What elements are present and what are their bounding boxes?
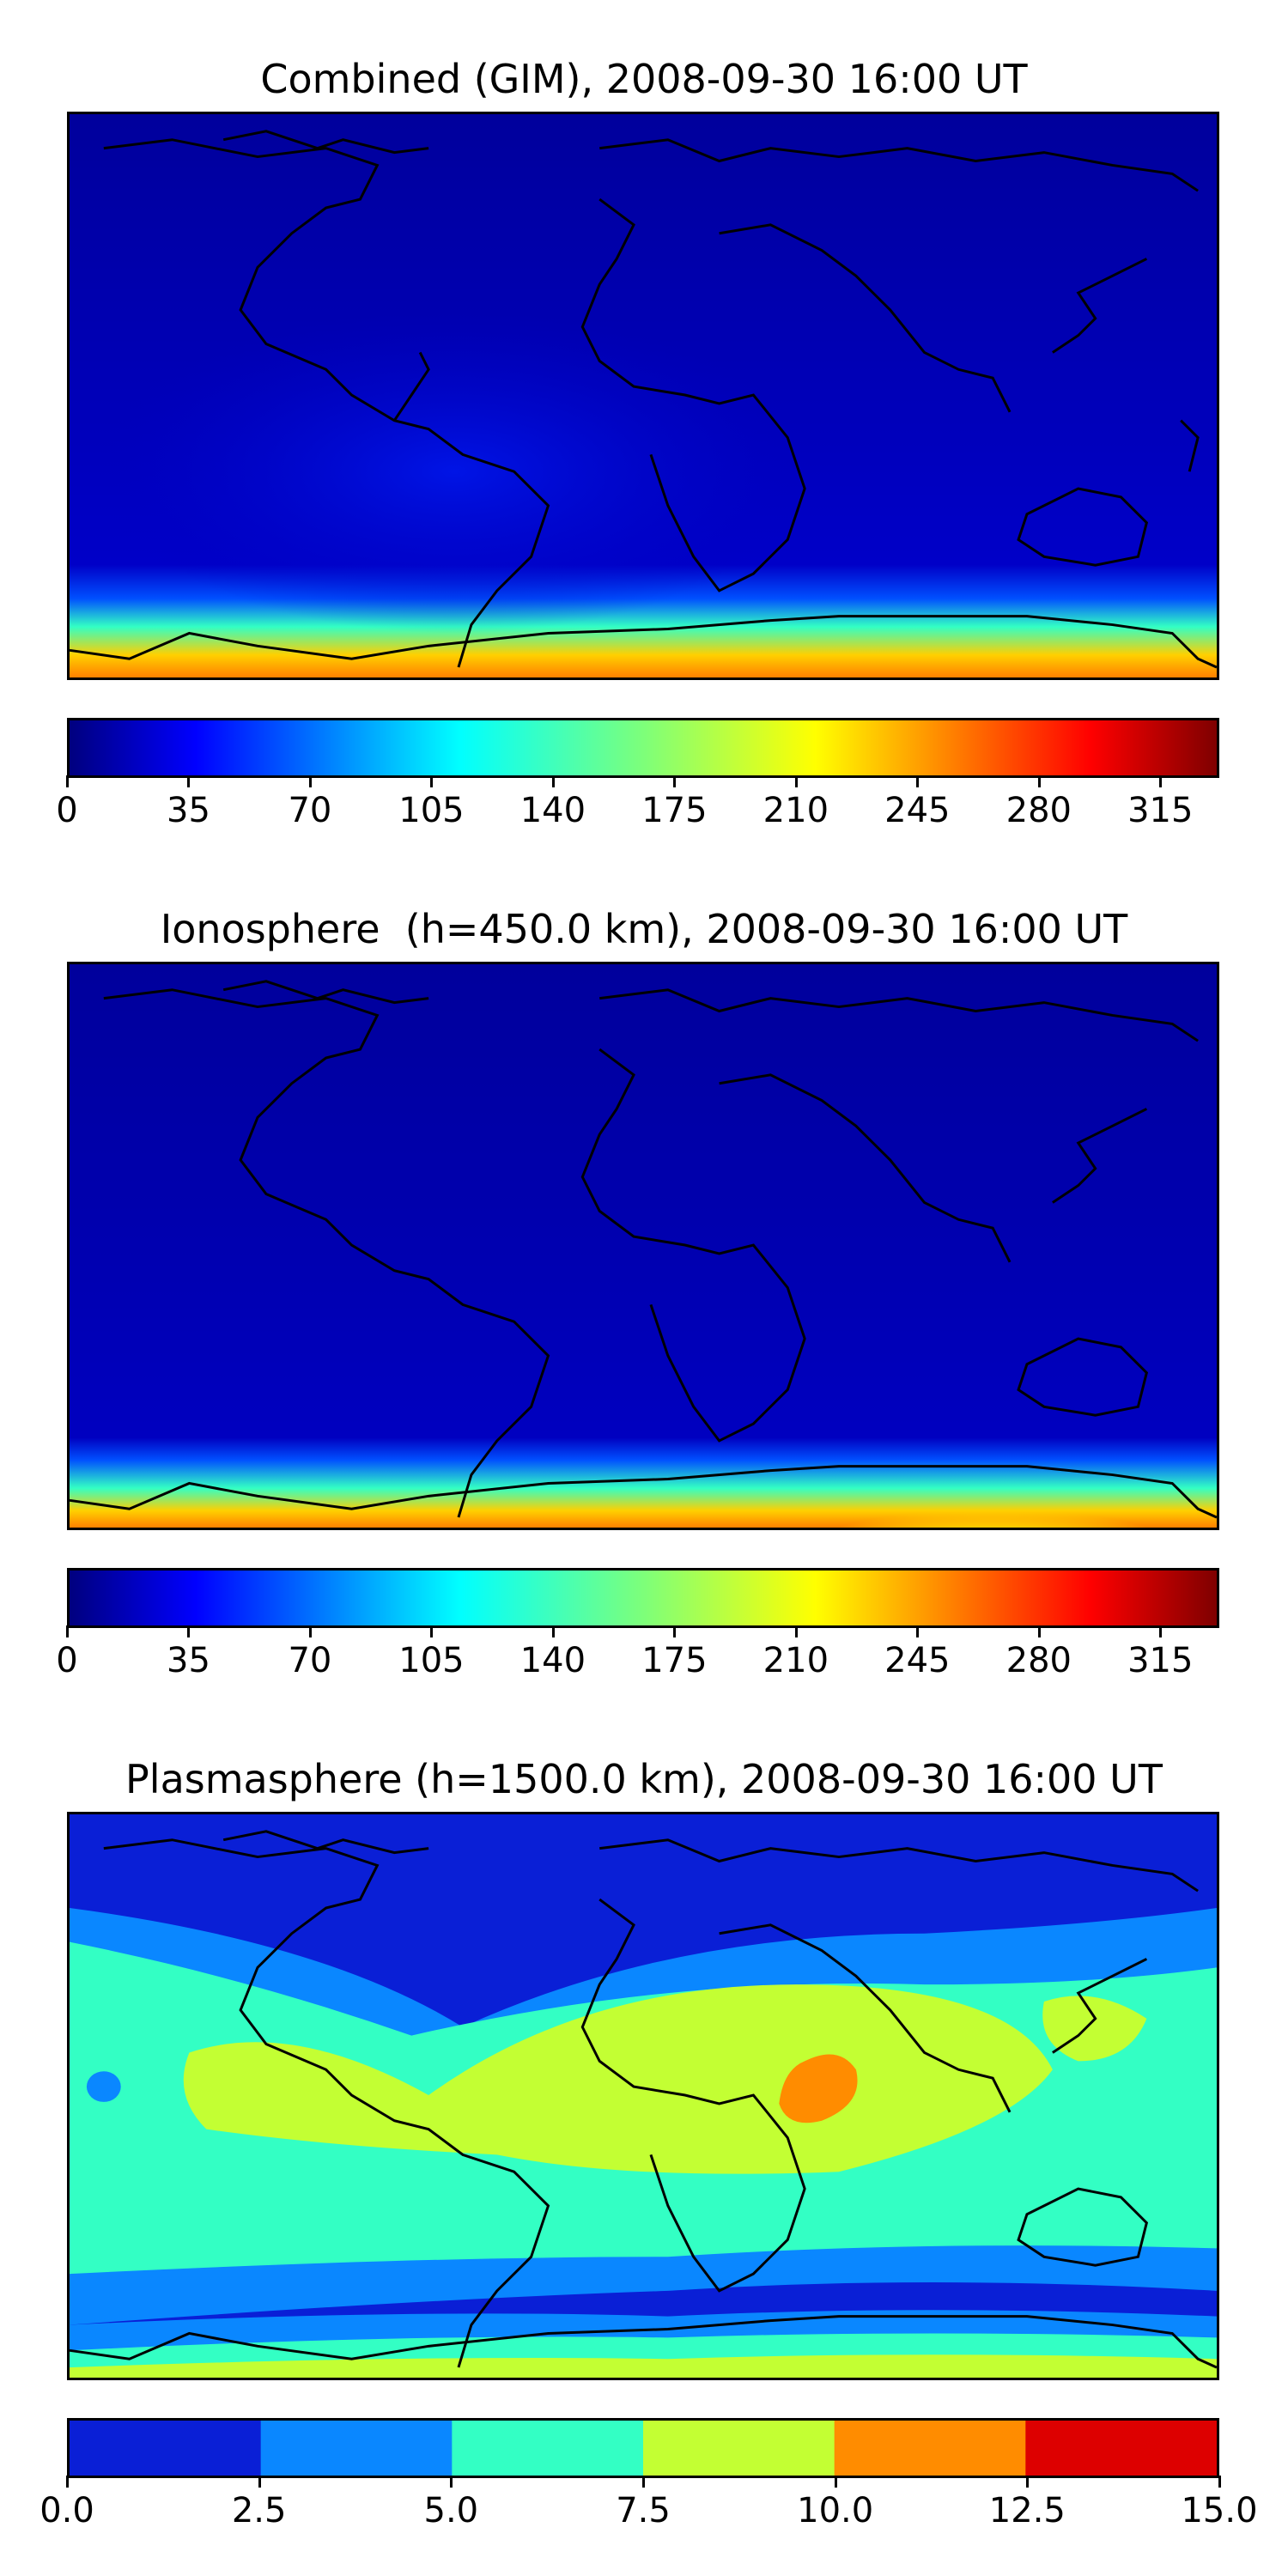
colorbar-tick <box>1159 775 1163 787</box>
map-combined <box>67 112 1219 680</box>
colorbar-tick <box>450 2476 453 2488</box>
colorbar-tick <box>1159 1625 1163 1637</box>
colorbar-tick-label: 35 <box>167 791 210 830</box>
colorbar-tick <box>551 1625 555 1637</box>
colorbar-level <box>1025 2421 1217 2476</box>
colorbar-tick-label: 245 <box>884 1641 951 1680</box>
coastlines <box>70 980 1217 1519</box>
colorbar-tick-label: 140 <box>519 1641 586 1680</box>
colorbar-tick-label: 245 <box>884 791 951 830</box>
colorbar-level <box>643 2421 835 2476</box>
map-plasmasphere <box>67 1812 1219 2380</box>
colorbar-tick <box>673 1625 677 1637</box>
tec-map <box>70 964 1217 1528</box>
colorbar <box>67 2418 1219 2478</box>
colorbar-levels <box>70 2421 1217 2476</box>
colorbar-tick <box>430 775 434 787</box>
colorbar-tick <box>1037 775 1041 787</box>
colorbar-tick-label: 105 <box>398 791 465 830</box>
colorbar-tick <box>187 775 191 787</box>
colorbar-tick <box>794 1625 798 1637</box>
colorbar-level <box>452 2421 644 2476</box>
colorbar-tick-label: 70 <box>288 791 332 830</box>
colorbar-tick <box>66 2476 69 2488</box>
map-ionosphere <box>67 962 1219 1530</box>
colorbar-tick-label: 0.0 <box>39 2491 94 2530</box>
tec-map <box>70 114 1217 677</box>
colorbar-tick <box>430 1625 434 1637</box>
colorbar-tick-label: 70 <box>288 1641 332 1680</box>
colorbar-ticks: 0.0 2.5 5.0 7.5 10.0 12.5 15.0 <box>39 2476 1258 2530</box>
colorbar-gradient <box>70 720 1217 775</box>
colorbar-tick-label: 175 <box>641 791 708 830</box>
colorbar-tick <box>308 775 312 787</box>
colorbar-tick <box>66 1625 69 1637</box>
colorbar-tick-label: 10.0 <box>797 2491 874 2530</box>
colorbar-tick-label: 0 <box>56 791 78 830</box>
coastlines <box>70 1830 1217 2369</box>
colorbar-tick-label: 280 <box>1005 1641 1072 1680</box>
panel-title: Combined (GIM), 2008-09-30 16:00 UT <box>260 56 1028 102</box>
colorbar-tick-label: 210 <box>762 791 829 830</box>
colorbar-tick <box>551 775 555 787</box>
colorbar-tick-label: 140 <box>519 791 586 830</box>
colorbar-tick-label: 35 <box>167 1641 210 1680</box>
colorbar-gradient <box>70 1571 1217 1625</box>
colorbar-level <box>260 2421 453 2476</box>
colorbar <box>67 1568 1219 1628</box>
colorbar-tick <box>187 1625 191 1637</box>
colorbar-tick <box>642 2476 645 2488</box>
colorbar-level <box>834 2421 1027 2476</box>
colorbar-tick-label: 175 <box>641 1641 708 1680</box>
colorbar-ticks: 0 35 70 105 140 175 210 245 280 315 <box>56 1625 1219 1680</box>
colorbar-tick-label: 15.0 <box>1181 2491 1258 2530</box>
colorbar-tick-label: 5.0 <box>423 2491 479 2530</box>
colorbar-tick <box>916 775 920 787</box>
colorbar-tick <box>1218 2476 1221 2488</box>
colorbar-tick-label: 7.5 <box>616 2491 671 2530</box>
colorbar <box>67 718 1219 778</box>
colorbar-tick-label: 0 <box>56 1641 78 1680</box>
colorbar-tick <box>834 2476 837 2488</box>
colorbar-tick-label: 315 <box>1127 1641 1194 1680</box>
colorbar-level <box>70 2421 262 2476</box>
colorbar-tick-label: 210 <box>762 1641 829 1680</box>
colorbar-tick <box>66 775 69 787</box>
colorbar-tick-label: 280 <box>1005 791 1072 830</box>
colorbar-tick-label: 2.5 <box>231 2491 287 2530</box>
panel-title: Plasmasphere (h=1500.0 km), 2008-09-30 1… <box>125 1756 1163 1802</box>
colorbar-tick <box>673 775 677 787</box>
colorbar-tick-label: 12.5 <box>988 2491 1066 2530</box>
colorbar-tick-label: 315 <box>1127 791 1194 830</box>
colorbar-tick <box>916 1625 920 1637</box>
colorbar-tick <box>1026 2476 1030 2488</box>
colorbar-tick <box>258 2476 261 2488</box>
colorbar-tick <box>794 775 798 787</box>
colorbar-ticks: 0 35 70 105 140 175 210 245 280 315 <box>56 775 1219 830</box>
coastlines <box>70 130 1217 669</box>
colorbar-tick <box>1037 1625 1041 1637</box>
colorbar-tick-label: 105 <box>398 1641 465 1680</box>
panel-title: Ionosphere (h=450.0 km), 2008-09-30 16:0… <box>160 906 1128 952</box>
tec-map <box>70 1814 1217 2378</box>
colorbar-tick <box>308 1625 312 1637</box>
